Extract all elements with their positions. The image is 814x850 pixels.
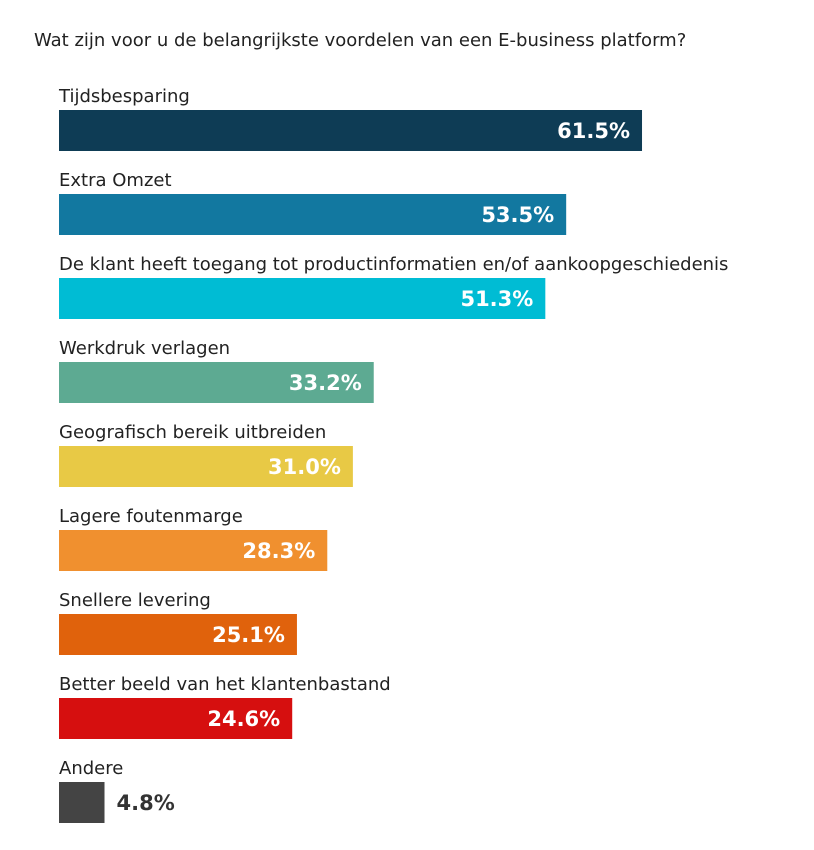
category-label: Geografisch bereik uitbreiden xyxy=(59,422,326,443)
category-label: Tijdsbesparing xyxy=(58,86,190,107)
bar xyxy=(59,782,105,823)
value-label: 31.0% xyxy=(268,455,341,479)
category-label: Werkdruk verlagen xyxy=(59,338,230,359)
value-label: 24.6% xyxy=(207,707,280,731)
chart-title: Wat zijn voor u de belangrijkste voordel… xyxy=(34,30,687,51)
bar xyxy=(59,530,328,571)
value-label: 51.3% xyxy=(460,287,533,311)
category-label: Better beeld van het klantenbastand xyxy=(59,674,391,695)
category-label: Andere xyxy=(59,758,123,779)
bar xyxy=(59,362,374,403)
category-label: Lagere foutenmarge xyxy=(59,506,243,527)
bar xyxy=(59,110,643,151)
value-label: 61.5% xyxy=(557,119,630,143)
bar xyxy=(59,278,546,319)
bar xyxy=(59,614,297,655)
value-label: 4.8% xyxy=(117,791,175,815)
category-label: Extra Omzet xyxy=(59,170,172,191)
category-label: Snellere levering xyxy=(59,590,211,611)
value-label: 33.2% xyxy=(289,371,362,395)
bar xyxy=(59,446,353,487)
value-label: 28.3% xyxy=(242,539,315,563)
bar xyxy=(59,698,293,739)
value-label: 53.5% xyxy=(481,203,554,227)
bar xyxy=(59,194,567,235)
value-label: 25.1% xyxy=(212,623,285,647)
category-label: De klant heeft toegang tot productinform… xyxy=(59,254,728,275)
